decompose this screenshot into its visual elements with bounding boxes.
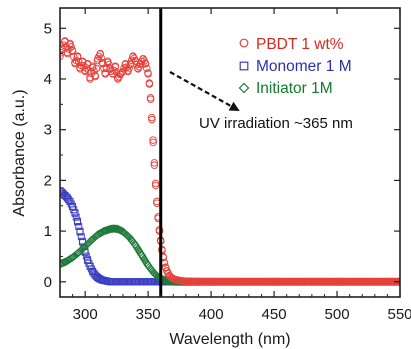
data-point-initiator <box>137 251 147 260</box>
axis-ticks: 300 350 400 450 500 550 0 1 2 3 4 5 <box>44 8 411 323</box>
data-point-pbdt <box>101 70 110 78</box>
data-point-pbdt <box>73 52 82 60</box>
legend-label-pbdt: PBDT 1 wt% <box>256 36 344 53</box>
data-point-initiator <box>133 244 143 254</box>
data-point-pbdt <box>119 67 127 76</box>
data-point-monomer <box>86 263 94 271</box>
legend-label-initiator: Initiator 1M <box>256 80 333 97</box>
data-point-monomer <box>82 252 90 260</box>
series-initiator <box>60 224 400 287</box>
data-point-pbdt <box>148 113 156 122</box>
data-point-initiator <box>60 257 69 267</box>
data-point-pbdt <box>116 70 125 78</box>
data-point-monomer <box>61 192 69 200</box>
x-axis-title: Wavelength (nm) <box>169 331 290 348</box>
y-tick-label: 3 <box>44 122 52 139</box>
data-point-pbdt <box>80 62 88 70</box>
data-point-initiator <box>139 254 149 264</box>
data-point-pbdt <box>92 64 101 73</box>
data-point-pbdt <box>96 49 105 58</box>
data-point-pbdt <box>145 80 154 88</box>
data-point-pbdt <box>68 47 77 55</box>
data-point-pbdt <box>150 159 159 167</box>
data-point-monomer <box>71 209 79 217</box>
data-point-pbdt <box>64 45 73 53</box>
data-point-pbdt <box>146 95 155 104</box>
data-point-pbdt <box>111 62 120 71</box>
legend-label-monomer: Monomer 1 M <box>256 58 352 75</box>
x-tick-label: 550 <box>387 306 411 323</box>
data-point-pbdt <box>125 64 133 72</box>
data-point-monomer <box>60 188 65 196</box>
data-point-pbdt <box>124 67 132 76</box>
data-point-pbdt <box>149 136 157 144</box>
y-tick-label: 0 <box>44 274 52 291</box>
data-point-monomer <box>74 218 82 226</box>
data-point-initiator <box>132 242 141 252</box>
series-pbdt <box>60 37 400 286</box>
data-point-pbdt <box>127 56 136 65</box>
data-point-monomer <box>72 213 80 221</box>
data-point-pbdt <box>151 179 160 188</box>
y-tick-label: 1 <box>44 223 52 240</box>
x-tick-label: 450 <box>262 306 287 323</box>
data-point-initiator <box>138 253 148 262</box>
data-point-pbdt <box>67 43 75 51</box>
x-tick-label: 400 <box>199 306 224 323</box>
legend-marker-initiator <box>238 82 250 94</box>
legend-marker-pbdt <box>239 38 249 48</box>
data-point-pbdt <box>149 138 157 147</box>
data-point-pbdt <box>150 161 159 169</box>
plot-frame <box>59 7 401 298</box>
data-point-pbdt <box>104 57 112 65</box>
data-point-pbdt <box>66 39 74 48</box>
data-point-pbdt <box>88 62 97 71</box>
uv-annotation-label: UV irradiation ~365 nm <box>199 115 353 132</box>
legend: PBDT 1 wt% Monomer 1 M Initiator 1M <box>238 36 352 97</box>
x-tick-label: 500 <box>325 306 350 323</box>
data-point-pbdt <box>141 60 150 68</box>
data-point-initiator <box>60 259 65 269</box>
data-point-pbdt <box>97 54 106 62</box>
data-point-initiator <box>131 241 140 250</box>
data-point-monomer <box>65 196 73 204</box>
data-point-pbdt <box>151 181 160 190</box>
y-tick-label: 5 <box>44 20 52 37</box>
data-point-pbdt <box>109 70 117 78</box>
data-point-pbdt <box>143 64 151 73</box>
data-point-pbdt <box>90 67 98 75</box>
data-point-monomer <box>66 198 74 206</box>
series-monomer <box>60 187 400 286</box>
x-tick-label: 350 <box>136 306 161 323</box>
uv-annotation-arrow <box>169 71 240 111</box>
data-point-monomer <box>76 228 84 236</box>
y-tick-label: 4 <box>44 71 52 88</box>
data-point-pbdt <box>148 115 156 124</box>
data-point-pbdt <box>121 60 130 68</box>
data-point-monomer <box>60 189 66 197</box>
y-axis-title: Absorbance (a.u.) <box>11 89 28 216</box>
y-tick-label: 2 <box>44 172 52 189</box>
data-point-pbdt <box>91 72 100 81</box>
data-series-layer <box>60 37 400 287</box>
data-point-monomer <box>60 187 64 194</box>
data-point-pbdt <box>144 70 152 78</box>
legend-marker-monomer <box>239 61 249 71</box>
x-tick-label: 300 <box>73 306 98 323</box>
